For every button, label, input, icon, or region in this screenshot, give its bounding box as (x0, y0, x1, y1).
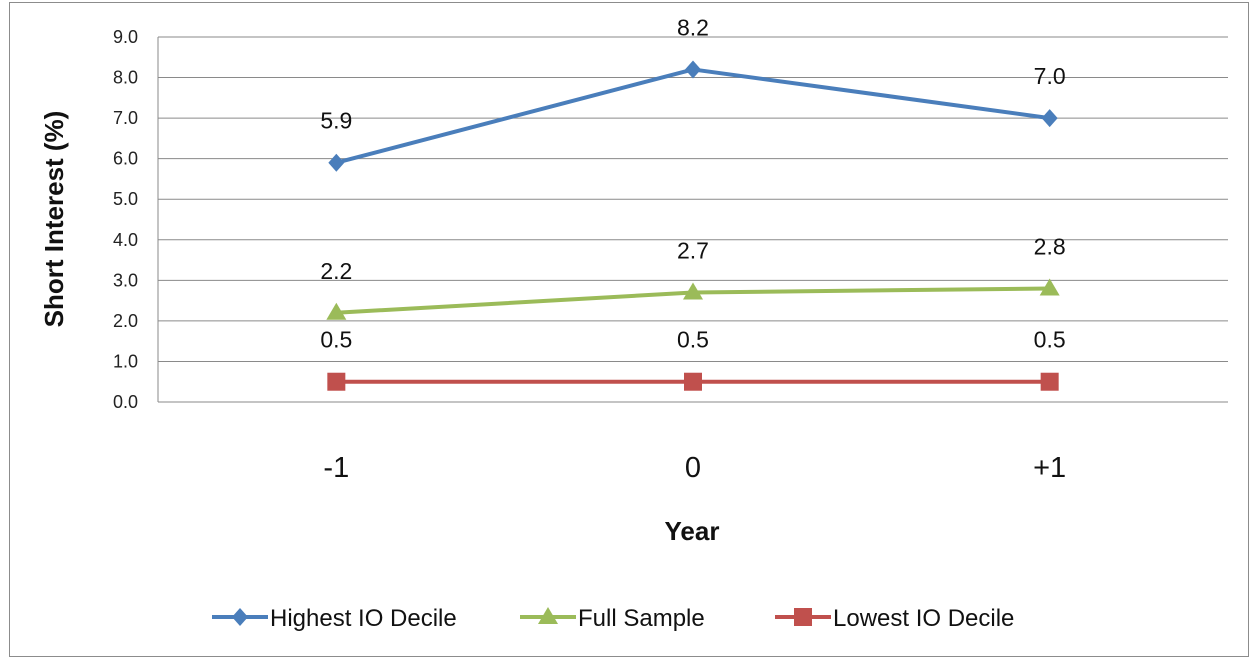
data-point-highest-io-decile (1041, 109, 1058, 128)
data-label-highest-io-decile: 8.2 (677, 14, 709, 40)
y-tick-label: 1.0 (113, 351, 138, 371)
y-axis-title: Short Interest (%) (39, 111, 69, 328)
legend-marker-highest-io-decile (232, 608, 248, 626)
y-tick-label: 9.0 (113, 27, 138, 47)
data-point-full-sample (683, 282, 703, 300)
x-axis-title: Year (665, 516, 720, 546)
chart-frame (9, 2, 1249, 657)
data-point-lowest-io-decile (327, 372, 346, 391)
data-label-lowest-io-decile: 0.5 (320, 327, 352, 353)
y-tick-label: 3.0 (113, 270, 138, 290)
data-label-highest-io-decile: 7.0 (1034, 63, 1066, 89)
data-label-lowest-io-decile: 0.5 (677, 327, 709, 353)
legend-label-lowest-io-decile: Lowest IO Decile (833, 605, 1014, 632)
data-labels: 5.9 8.2 7.0 2.2 2.7 2.8 0.5 0.5 0.5 (320, 14, 1065, 352)
data-label-full-sample: 2.8 (1034, 233, 1066, 259)
data-point-lowest-io-decile (684, 372, 702, 391)
data-label-lowest-io-decile: 0.5 (1034, 327, 1066, 353)
legend-marker-full-sample (538, 607, 558, 624)
series-lines (326, 60, 1060, 391)
y-tick-label: 6.0 (113, 149, 138, 169)
data-point-highest-io-decile (328, 153, 345, 172)
y-tick-label: 2.0 (113, 311, 138, 331)
data-label-full-sample: 2.7 (677, 238, 709, 264)
y-tick-label: 4.0 (113, 230, 138, 250)
x-axis-ticks: -1 0 +1 (323, 452, 1066, 484)
series-line-highest-io-decile (335, 67, 1050, 165)
y-tick-label: 7.0 (113, 108, 138, 128)
data-point-full-sample (326, 302, 347, 320)
legend: Highest IO Decile Full Sample Lowest IO De… (212, 605, 1014, 632)
legend-label-highest-io-decile: Highest IO Decile (270, 605, 457, 632)
y-axis-ticks: 0.0 1.0 2.0 3.0 4.0 5.0 6.0 7.0 8.0 9.0 (113, 27, 138, 412)
x-tick-label: -1 (323, 452, 349, 484)
data-label-highest-io-decile: 5.9 (320, 108, 352, 134)
data-point-full-sample (1039, 278, 1060, 296)
data-point-highest-io-decile (685, 60, 701, 79)
data-label-full-sample: 2.2 (320, 258, 352, 284)
data-point-lowest-io-decile (1040, 372, 1059, 391)
y-tick-label: 5.0 (113, 189, 138, 209)
legend-label-full-sample: Full Sample (578, 605, 705, 632)
x-tick-label: +1 (1033, 452, 1066, 484)
y-tick-label: 0.0 (113, 392, 138, 412)
y-tick-label: 8.0 (113, 68, 138, 88)
legend-marker-lowest-io-decile (794, 608, 812, 626)
x-tick-label: 0 (685, 452, 701, 484)
